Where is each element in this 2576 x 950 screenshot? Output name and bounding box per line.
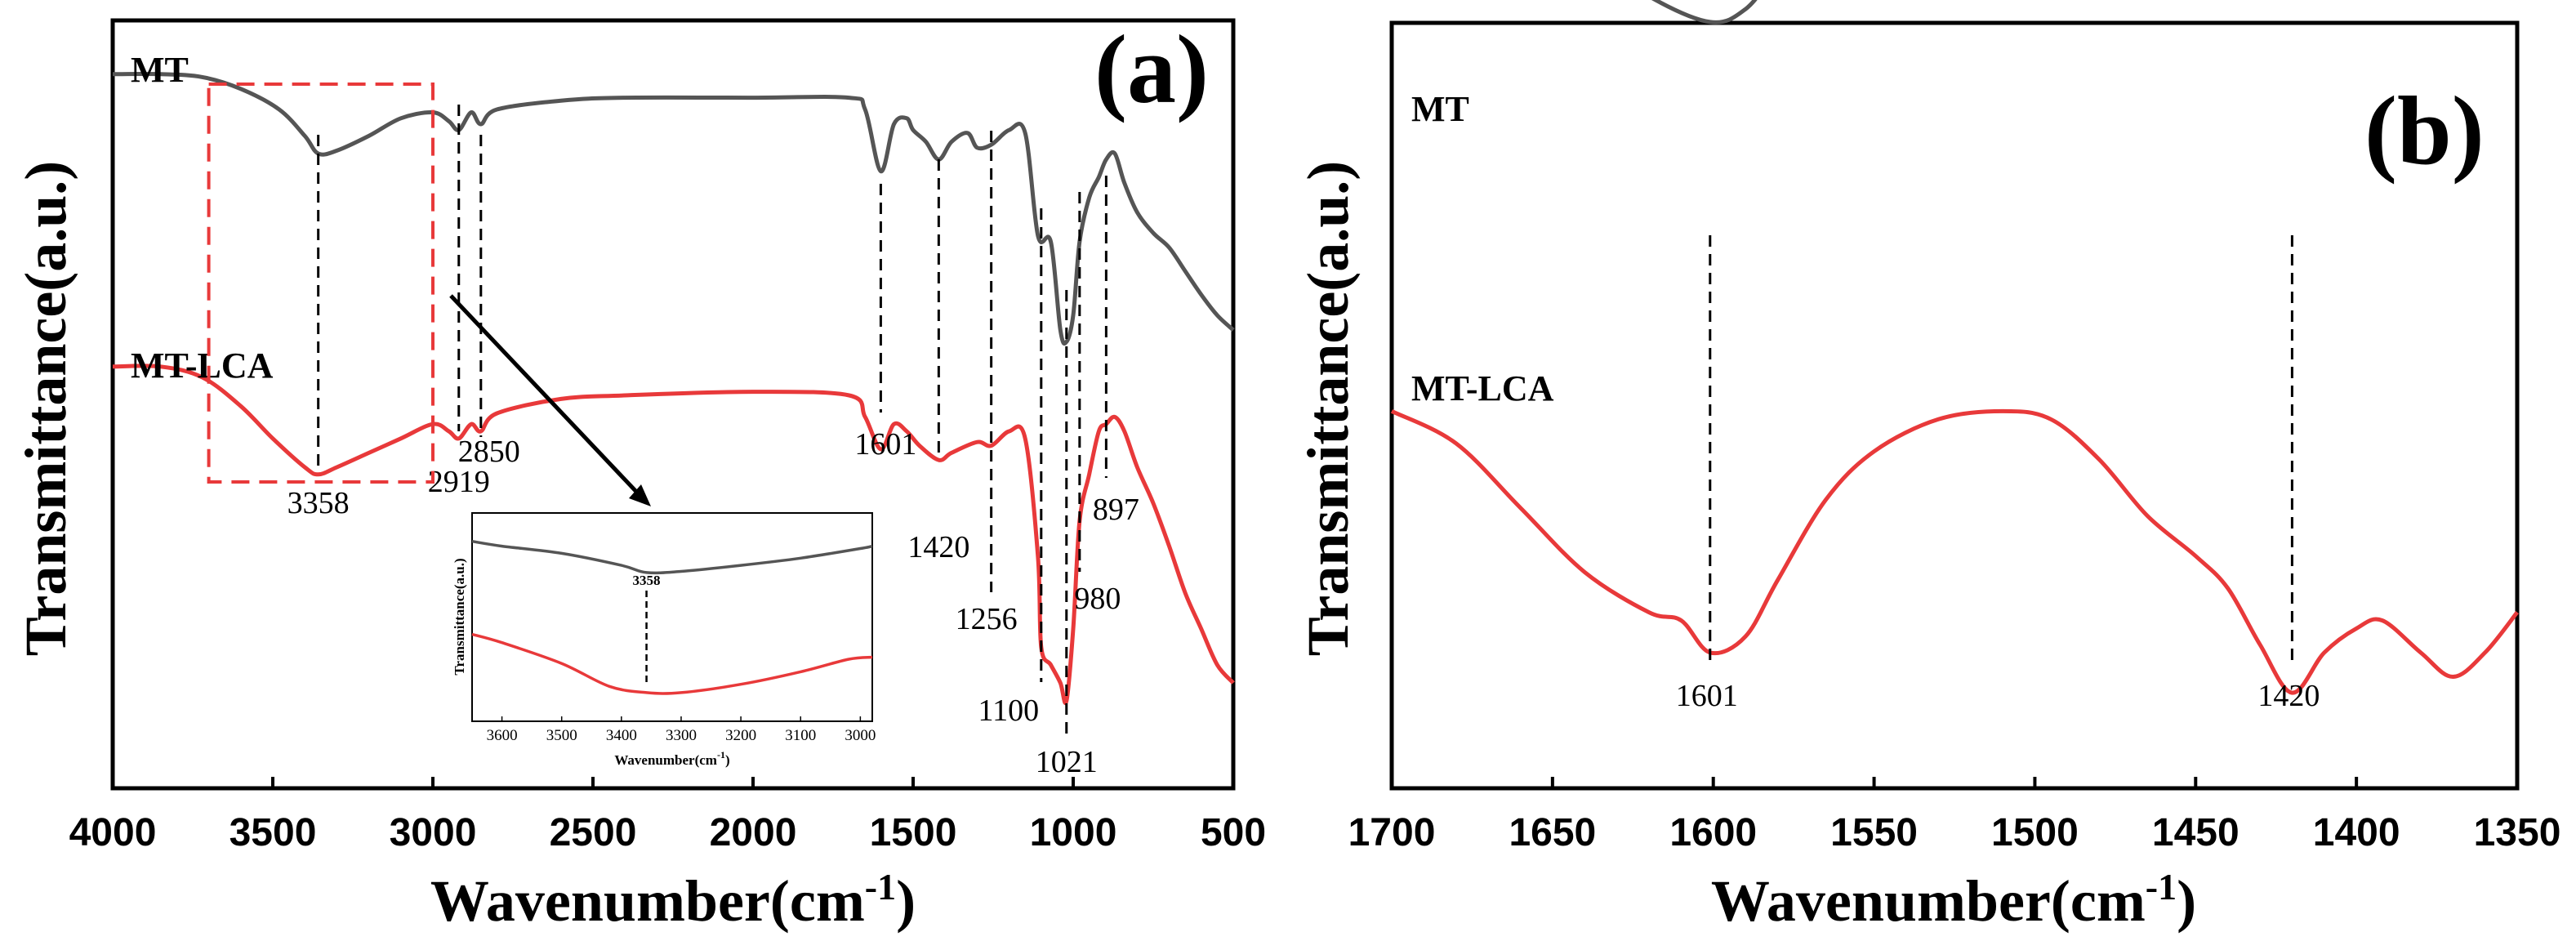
inset-x-ticks: 3600 3500 3400 3300 3200 3100 3000 [487, 716, 876, 744]
inset-series-mt-lca [471, 632, 873, 695]
panel-b-series-mt-lca [1390, 408, 2519, 695]
panel-b-peak-label-1420: 1420 [2257, 679, 2320, 713]
panel-b-legend-mt-lca: MT-LCA [1411, 368, 1554, 408]
inset-tick-label: 3200 [725, 727, 756, 744]
inset-curves [471, 539, 873, 695]
panel-a-ylabel: Transmittance(a.u.) [13, 161, 78, 657]
panel-a-xlabel-sup: -1 [865, 866, 896, 908]
panel-a-frame [110, 18, 1236, 791]
panel-a-series-mt-lca [112, 363, 1235, 706]
inset-tick-label: 3600 [487, 727, 518, 744]
panel-b-xlabel-sup: -1 [2146, 866, 2177, 908]
panel-a-tick-label: 2500 [550, 811, 637, 854]
inset-series-mt [471, 539, 873, 575]
panel-a-tick-label: 1000 [1030, 811, 1117, 854]
peak-label-897: 897 [1093, 493, 1139, 527]
inset-chart: Transmittance(a.u.) Wavenumber(cm-1) 360… [452, 512, 876, 768]
panel-a-x-ticks: 4000 3500 3000 2500 2000 1500 1000 500 [69, 777, 1266, 854]
inset-tick-label: 3400 [606, 727, 637, 744]
peak-label-1256: 1256 [956, 602, 1018, 636]
panel-a-series-mt [112, 72, 1235, 346]
peak-label-3358: 3358 [287, 486, 350, 520]
inset-xlabel-main: Wavenumber(cm [614, 752, 717, 768]
panel-b-curves [1390, 0, 2519, 695]
panel-b-tick-label: 1500 [1991, 811, 2079, 854]
panel-b-tick-label: 1700 [1348, 811, 1436, 854]
panel-a: (a) Transmittance(a.u.) Wavenumber(cm-1)… [13, 15, 1266, 934]
panel-b-x-ticks: 1700 1650 1600 1550 1500 1450 1400 1350 [1348, 777, 2561, 854]
highlight-box [207, 83, 435, 484]
inset-xlabel-sup: -1 [717, 749, 725, 760]
panel-b-tick-label: 1350 [2474, 811, 2561, 854]
peak-label-1100: 1100 [978, 694, 1040, 728]
panel-b: (b) Transmittance(a.u.) Wavenumber(cm-1)… [1295, 0, 2560, 934]
inset-ylabel: Transmittance(a.u.) [452, 558, 467, 675]
panel-b-tag: (b) [2364, 76, 2485, 185]
panel-b-tick-label: 1650 [1509, 811, 1596, 854]
inset-frame [471, 512, 873, 722]
panel-a-xlabel: Wavenumber(cm-1) [430, 866, 916, 934]
inset-tick-label: 3500 [546, 727, 577, 744]
panel-a-tick-label: 3000 [390, 811, 477, 854]
peak-label-2919: 2919 [428, 465, 490, 499]
inset-peak-label: 3358 [633, 573, 661, 588]
panel-b-xlabel-end: ) [2177, 868, 2196, 934]
panel-a-curves [112, 72, 1235, 706]
panel-a-xlabel-main: Wavenumber(cm [430, 868, 865, 934]
panel-b-tick-label: 1550 [1830, 811, 1918, 854]
inset-tick-label: 3000 [845, 727, 876, 744]
panel-a-tick-label: 1500 [870, 811, 957, 854]
panel-a-xlabel-end: ) [896, 868, 916, 934]
panel-a-legend-mt: MT [131, 50, 189, 90]
panel-a-tick-label: 2000 [710, 811, 797, 854]
inset-xlabel: Wavenumber(cm-1) [614, 749, 729, 768]
panel-b-tick-label: 1400 [2313, 811, 2400, 854]
peak-label-1601: 1601 [854, 427, 916, 462]
inset-tick-label: 3300 [666, 727, 697, 744]
panel-b-tick-label: 1450 [2152, 811, 2240, 854]
panel-b-xlabel-main: Wavenumber(cm [1711, 868, 2146, 934]
inset-peak: 3358 [633, 573, 661, 686]
panel-b-peak-label-1601: 1601 [1676, 679, 1738, 713]
zoom-arrow [449, 294, 640, 496]
panel-a-tick-label: 4000 [69, 811, 157, 854]
panel-b-frame [1389, 20, 2520, 791]
panel-b-legend-mt: MT [1411, 89, 1469, 129]
inset-tick-label: 3100 [785, 727, 816, 744]
panel-b-ylabel: Transmittance(a.u.) [1295, 161, 1361, 657]
peak-label-2850: 2850 [458, 435, 520, 469]
panel-a-tick-label: 3500 [230, 811, 317, 854]
inset-xlabel-end: ) [725, 752, 730, 768]
panel-a-legend-mt-lca: MT-LCA [131, 346, 274, 386]
panel-a-tick-label: 500 [1201, 811, 1266, 854]
panel-b-peaks: 1601 1420 [1676, 235, 2320, 713]
panel-b-tick-label: 1600 [1669, 811, 1757, 854]
panel-b-series-mt [1651, 0, 1758, 25]
panel-b-xlabel: Wavenumber(cm-1) [1711, 866, 2196, 934]
zoom-arrowhead [629, 484, 651, 506]
panel-a-tag: (a) [1094, 15, 1209, 123]
peak-label-980: 980 [1074, 582, 1121, 616]
peak-label-1021: 1021 [1036, 745, 1098, 779]
peak-label-1420: 1420 [907, 530, 969, 564]
